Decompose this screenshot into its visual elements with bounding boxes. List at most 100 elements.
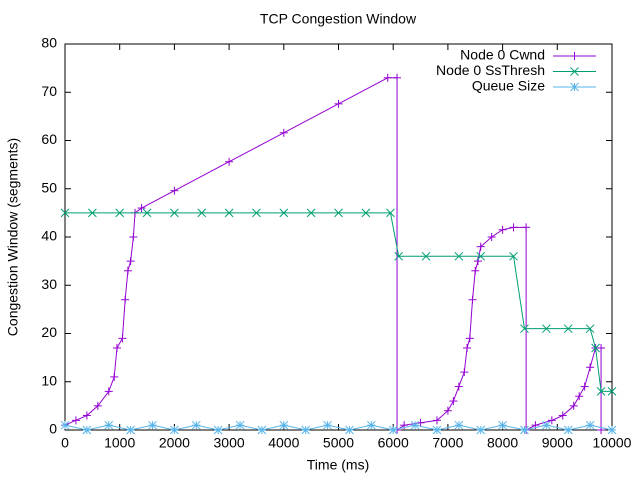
marker-stroke [60,420,70,430]
data-point [607,425,617,435]
data-point [454,382,463,391]
marker-stroke [432,425,442,435]
y-axis-label: Congestion Window (segments) [5,138,21,336]
marker-stroke [542,420,551,430]
data-point [386,208,395,218]
marker-stroke [476,425,486,435]
marker-stroke [142,208,152,218]
marker-stroke [366,420,376,430]
marker-stroke [570,82,579,92]
data-point [279,208,289,218]
data-point [104,387,113,396]
data-point [498,225,507,234]
data-point [279,420,289,430]
data-point [563,425,573,435]
data-point [597,343,606,352]
data-point [126,257,135,266]
data-point [471,266,480,275]
data-point [213,425,223,435]
marker-stroke [607,387,617,396]
marker-stroke [224,208,234,218]
plot-frame [64,43,613,431]
data-point [170,425,179,435]
marker-stroke [279,420,289,430]
x-tick-label: 6000 [378,435,409,451]
marker-stroke [115,208,125,218]
data-point [463,343,472,352]
marker-stroke [148,420,157,430]
data-point [137,204,146,213]
data-point [224,208,234,218]
data-point [558,411,567,420]
y-tick-label: 70 [41,83,57,99]
data-point [225,157,234,166]
data-point [542,324,551,334]
data-point [443,406,452,415]
marker-stroke [498,420,507,430]
marker-stroke [60,208,70,218]
data-point [170,186,179,195]
data-point [129,233,138,241]
marker-stroke [170,425,179,435]
data-point [476,242,485,251]
marker-stroke [345,425,354,435]
data-point [476,251,486,261]
legend-marker [570,67,579,76]
data-point [112,343,121,352]
y-tick-label: 80 [41,35,57,51]
x-tick-label: 2000 [159,435,190,451]
marker-stroke [191,420,201,430]
marker-stroke [476,251,486,261]
data-point [596,387,606,396]
legend-label: Queue Size [472,78,545,94]
marker-stroke [410,420,420,430]
data-point [170,208,179,218]
data-point [82,425,92,435]
x-tick-label: 7000 [432,435,463,451]
data-point [454,251,464,261]
data-point [509,251,518,261]
x-tick-label: 1000 [104,435,135,451]
legend-label: Node 0 SsThresh [436,62,545,78]
marker-stroke [591,343,600,353]
data-point [547,416,556,425]
data-point [345,425,354,435]
data-point [301,425,311,435]
marker-stroke [197,208,207,218]
data-point [468,295,477,304]
data-point [575,392,584,401]
marker-stroke [563,425,573,435]
data-point [421,251,431,261]
x-tick-label: 5000 [323,435,354,451]
marker-stroke [279,208,289,218]
data-point [585,420,595,430]
data-point [465,334,474,343]
x-tick-label: 4000 [268,435,299,451]
marker-stroke [585,324,595,334]
marker-stroke [82,425,92,435]
data-point [82,411,91,420]
x-tick-label: 9000 [542,435,573,451]
y-tick-label: 20 [41,324,57,340]
data-point [449,397,458,406]
y-tick-label: 50 [41,179,57,195]
marker-stroke [301,425,311,435]
marker-stroke [252,208,261,218]
data-point [454,420,464,430]
data-point [279,128,288,137]
data-point [60,420,70,430]
series-line [64,424,613,431]
data-point [306,208,316,218]
data-point [388,425,398,435]
data-point [93,401,102,410]
marker-stroke [607,425,617,435]
y-tick-label: 60 [41,131,57,147]
marker-stroke [542,324,551,334]
marker-stroke [596,387,606,396]
data-point [591,343,600,353]
marker-stroke [520,324,529,334]
marker-stroke [509,251,518,261]
data-point [71,416,80,425]
data-point [118,334,127,343]
